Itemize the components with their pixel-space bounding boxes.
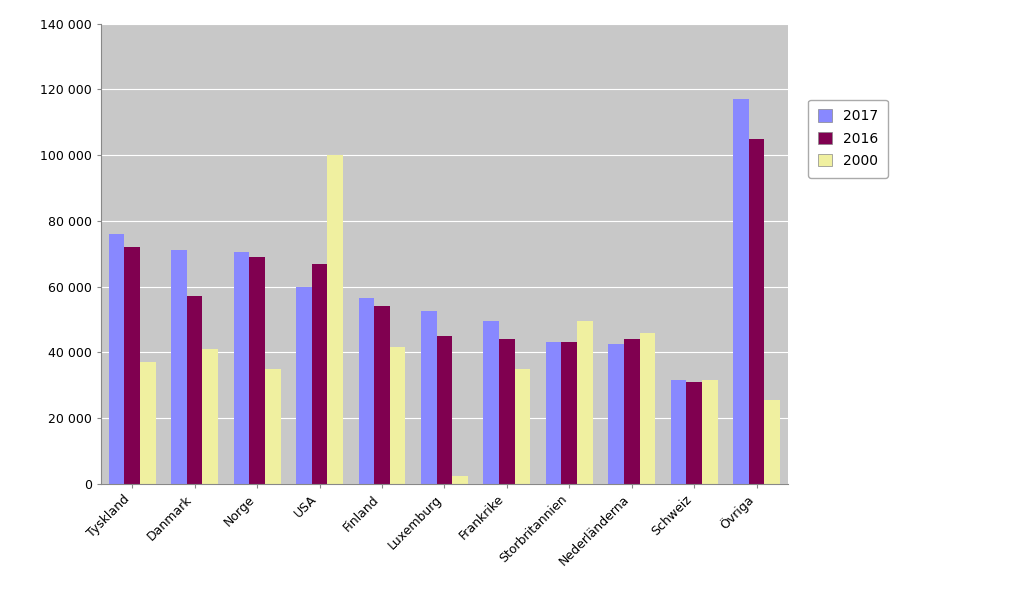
Bar	[124, 247, 140, 484]
Bar	[109, 234, 124, 484]
Bar	[639, 333, 655, 484]
Bar	[249, 257, 265, 484]
Bar	[671, 381, 687, 484]
Legend: 2017, 2016, 2000: 2017, 2016, 2000	[808, 100, 888, 178]
Bar	[436, 336, 452, 484]
Bar	[452, 476, 468, 484]
Bar	[202, 349, 218, 484]
Bar	[374, 306, 390, 484]
Bar	[608, 344, 624, 484]
Bar	[265, 369, 281, 484]
Bar	[312, 264, 327, 484]
Bar	[484, 321, 499, 484]
Bar	[140, 362, 156, 484]
Bar	[187, 296, 202, 484]
Bar	[545, 342, 562, 484]
Bar	[172, 250, 187, 484]
Bar	[296, 287, 312, 484]
Bar	[359, 298, 374, 484]
Bar	[765, 400, 780, 484]
Bar	[233, 252, 249, 484]
Bar	[624, 339, 639, 484]
Bar	[702, 381, 717, 484]
Bar	[562, 342, 577, 484]
Bar	[733, 99, 748, 484]
Bar	[499, 339, 515, 484]
Bar	[390, 348, 405, 484]
Bar	[577, 321, 593, 484]
Bar	[327, 155, 343, 484]
Bar	[687, 382, 702, 484]
Bar	[515, 369, 530, 484]
Bar	[421, 312, 436, 484]
Bar	[748, 139, 765, 484]
